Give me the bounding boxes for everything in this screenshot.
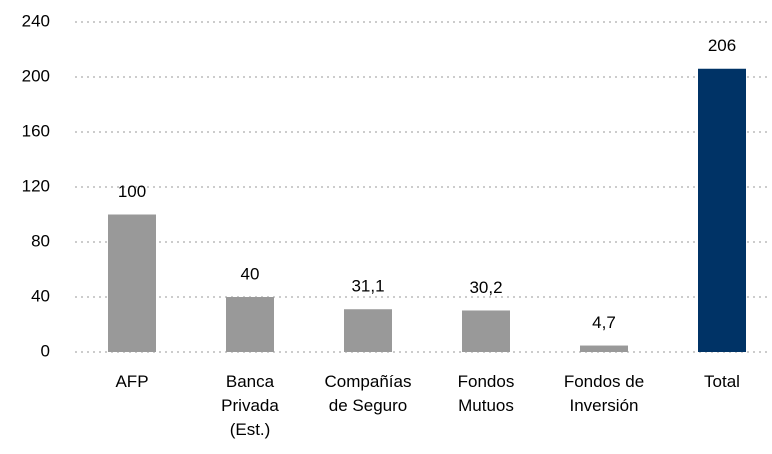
y-tick-label: 200	[22, 66, 50, 85]
value-label: 30,2	[469, 278, 502, 297]
bar	[344, 309, 392, 352]
y-tick-label: 240	[22, 11, 50, 30]
x-tick-label: AFP	[115, 372, 149, 391]
y-tick-label: 40	[31, 286, 50, 305]
y-tick-label: 120	[22, 176, 50, 195]
y-tick-label: 0	[41, 341, 50, 360]
bar	[108, 214, 156, 352]
x-tick-label: Fondos Mutuos	[457, 372, 515, 415]
bar	[698, 68, 746, 352]
value-label: 4,7	[592, 313, 616, 332]
value-label: 31,1	[351, 277, 384, 296]
x-tick-label: Banca Privada (Est.)	[221, 372, 279, 439]
y-tick-label: 80	[31, 231, 50, 250]
value-label: 206	[708, 36, 736, 55]
value-label: 40	[241, 264, 260, 283]
value-label: 100	[118, 182, 146, 201]
y-tick-label: 160	[22, 121, 50, 140]
bar	[226, 297, 274, 352]
x-tick-label: Fondos de Inversión	[563, 372, 645, 415]
bar	[462, 310, 510, 352]
x-tick-label: Total	[704, 372, 740, 391]
bar	[580, 345, 628, 352]
x-tick-label: Compañías de Seguro	[324, 372, 412, 415]
